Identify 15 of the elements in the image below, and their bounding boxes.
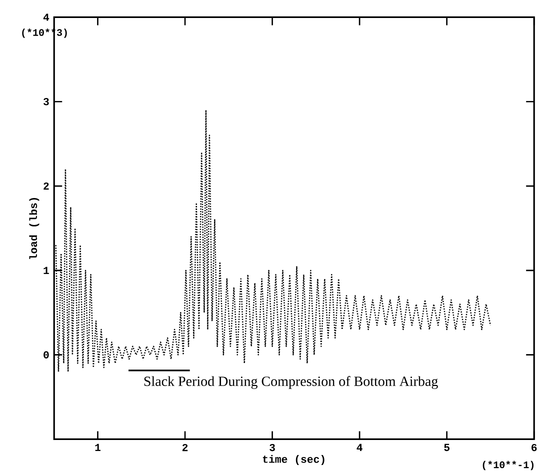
x-tick-label: 6 xyxy=(532,444,537,452)
x-axis-title: time (sec) xyxy=(262,455,324,465)
y-tick-label: 2 xyxy=(44,182,49,190)
text: (*10**-1) xyxy=(482,460,534,470)
y-tick-label: 0 xyxy=(44,351,49,358)
x-tick-label: 5 xyxy=(444,444,450,452)
x-tick-label: 3 xyxy=(270,444,275,452)
y-tick-label: 3 xyxy=(43,98,49,106)
x-tick-label: 4 xyxy=(356,444,362,451)
annotation: Slack Period During Compression of Bottom Airbag xyxy=(144,376,438,389)
y-tick-label: 1 xyxy=(44,266,49,274)
y-tick-label: 4 xyxy=(43,14,50,21)
x-tick-label: 1 xyxy=(95,444,100,451)
y-axis-title: load (lbs) xyxy=(29,198,40,260)
x-tick-label: 2 xyxy=(182,444,188,452)
